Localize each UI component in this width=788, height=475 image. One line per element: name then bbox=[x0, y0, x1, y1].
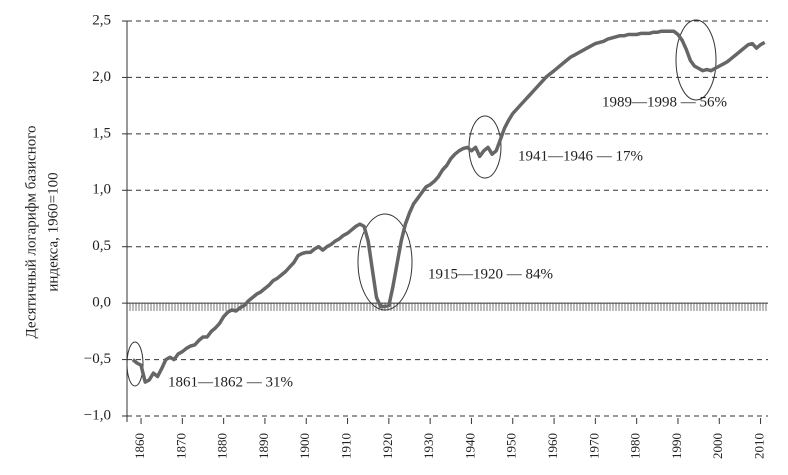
y-tick-label: 0,5 bbox=[92, 238, 111, 254]
y-tick-label: 0,0 bbox=[92, 295, 111, 311]
highlight-ellipse bbox=[357, 213, 413, 311]
annotation: 1915—1920 — 84% bbox=[428, 266, 553, 282]
x-tick-label: 1890 bbox=[256, 433, 271, 459]
annotation: 1861—1862 — 31% bbox=[168, 374, 293, 390]
x-tick-label: 1960 bbox=[545, 433, 560, 459]
y-tick-label: 2,5 bbox=[92, 12, 111, 28]
series-line bbox=[131, 29, 766, 384]
y-tick-label: 2,0 bbox=[92, 69, 111, 85]
x-tick-label: 1950 bbox=[504, 433, 519, 459]
y-axis-label: Десятичный логарифм базисного bbox=[23, 125, 39, 338]
x-tick-label: 1900 bbox=[297, 433, 312, 459]
x-tick-label: 2010 bbox=[752, 433, 767, 459]
x-tick-label: 1860 bbox=[132, 433, 147, 459]
y-tick-label: −0,5 bbox=[84, 351, 111, 367]
x-tick-label: 1870 bbox=[173, 433, 188, 459]
x-tick-label: 1920 bbox=[380, 433, 395, 459]
x-tick-label: 1930 bbox=[421, 433, 436, 459]
annotation: 1941—1946 — 17% bbox=[518, 148, 643, 164]
x-tick-label: 1990 bbox=[669, 433, 684, 459]
annotation: 1989—1998 — 56% bbox=[602, 94, 727, 110]
y-tick-label: 1,5 bbox=[92, 125, 111, 141]
y-tick-label: 1,0 bbox=[92, 182, 111, 198]
x-tick-label: 1880 bbox=[215, 433, 230, 459]
x-tick-label: 2000 bbox=[710, 433, 725, 459]
zero-hatch bbox=[127, 303, 768, 311]
x-tick-label: 1980 bbox=[628, 433, 643, 459]
x-tick-label: 1970 bbox=[586, 433, 601, 459]
y-axis-label: индекса, 1960=100 bbox=[45, 172, 61, 291]
y-tick-label: −1,0 bbox=[84, 407, 111, 423]
x-tick-label: 1940 bbox=[462, 433, 477, 459]
highlight-ellipse bbox=[675, 19, 717, 101]
x-tick-label: 1910 bbox=[339, 433, 354, 459]
